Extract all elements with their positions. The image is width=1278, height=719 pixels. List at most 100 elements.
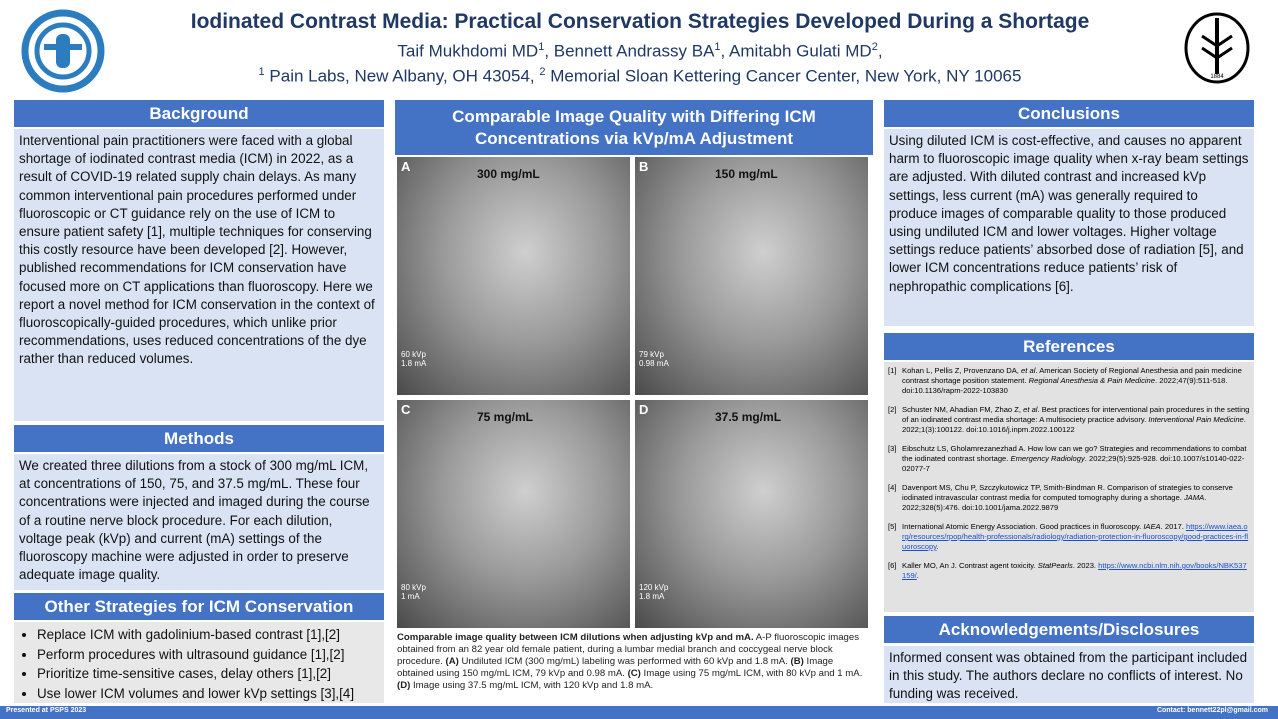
text-segment: et al: [1021, 366, 1036, 375]
bullet-list: Replace ICM with gadolinium-based contra…: [19, 625, 379, 703]
author-name: , Amitabh Gulati MD: [720, 41, 872, 61]
body-text: Informed consent was obtained from the p…: [884, 646, 1254, 703]
text-segment: . American Society of Regional Anesthesi…: [902, 366, 1242, 385]
heading: Conclusions: [884, 100, 1254, 127]
text-segment: et al: [1023, 405, 1038, 414]
text-segment: JAMA: [1183, 493, 1205, 502]
affiliation-text: Pain Labs, New Albany, OH 43054,: [264, 66, 540, 86]
text-segment: (A): [445, 656, 459, 667]
panel-concentration: 150 mg/mL: [715, 167, 778, 181]
body-text: Interventional pain practitioners were f…: [14, 129, 384, 421]
panel-concentration: 75 mg/mL: [477, 410, 534, 424]
reference-number: [2]: [888, 405, 897, 414]
affiliation-number: 1: [258, 66, 265, 78]
caption: Comparable image quality between ICM dil…: [397, 632, 871, 692]
text-segment: .: [916, 571, 919, 580]
reference-text: Schuster NM, Ahadian FM, Zhao Z, et al. …: [902, 405, 1250, 435]
panel-letter: D: [639, 402, 649, 417]
bullet-item: Perform procedures with ultrasound guida…: [37, 645, 379, 665]
text-segment: (B): [790, 656, 804, 667]
reference: [2] Schuster NM, Ahadian FM, Zhao Z, et a…: [888, 405, 1250, 435]
xray-image: B 150 mg/mL 79 kVp 0.98 mA: [635, 157, 868, 395]
title: Iodinated Contrast Media: Practical Cons…: [190, 10, 1090, 33]
panel-ma: 1.8 mA: [639, 592, 665, 601]
text-segment: (C): [627, 668, 641, 679]
text-segment: Undiluted ICM (300 mg/mL) labeling was p…: [458, 656, 791, 667]
panel-ma: 1.8 mA: [401, 359, 427, 368]
text-segment: . Best practices for interventional pain…: [902, 405, 1250, 424]
reference: [5] International Atomic Energy Associati…: [888, 522, 1250, 552]
logo-year: 1884: [1210, 74, 1224, 80]
text-segment: Image using 37.5 mg/mL ICM, with 120 kVp…: [410, 680, 654, 691]
text-segment: Image obtained using 150 mg/mL ICM, 79 k…: [397, 656, 834, 679]
panel-letter: C: [401, 402, 411, 417]
panel-kvp: 79 kVp: [639, 350, 664, 359]
text-segment: . 2022;29(5):925-928. doi:10.1007/s10140…: [902, 454, 1245, 473]
affiliation-number: 2: [539, 66, 546, 78]
bullet-box: Replace ICM with gadolinium-based contra…: [14, 622, 384, 703]
panel-ma: 0.98 mA: [639, 359, 669, 368]
text-segment: Schuster NM, Ahadian FM, Zhao Z,: [902, 405, 1024, 414]
heading: Other Strategies for ICM Conservation: [14, 593, 384, 620]
text-segment: IAEA: [1143, 522, 1161, 531]
footer: Presented at PSPS 2023 Contact: bennett2…: [0, 706, 1278, 719]
reference-number: [6]: [888, 561, 897, 570]
author-affiliation: 2: [871, 41, 878, 53]
text-segment: https://www.iaea.org/resources/rpop/heal…: [902, 522, 1249, 551]
text-segment: . 2017.: [1160, 522, 1186, 531]
logo-left: [21, 9, 105, 93]
xray-image: D 37.5 mg/mL 120 kVp 1.8 mA: [635, 400, 868, 628]
author-separator: ,: [877, 41, 883, 61]
reference-text: Davenport MS, Chu P, Szczykutowicz TP, S…: [902, 483, 1250, 513]
text-segment: Kaller MO, An J. Contrast agent toxicity…: [902, 561, 1038, 570]
text-segment: . 2022;47(9):511-518. doi:10.1136/rapm-2…: [902, 376, 1228, 395]
text-segment: . 2022;328(5):476. doi:10.1001/jama.2022…: [902, 493, 1207, 512]
text-segment: A-P fluoroscopic images obtained from an…: [397, 632, 860, 667]
heading: Acknowledgements/Disclosures: [884, 616, 1254, 643]
logo-right: 1884: [1184, 12, 1250, 84]
text-segment: Comparable image quality between ICM dil…: [397, 632, 754, 643]
text-segment: StatPearls: [1037, 561, 1073, 570]
panel-kvp: 80 kVp: [401, 583, 426, 592]
panel-kvp: 60 kVp: [401, 350, 426, 359]
affiliations: 1 Pain Labs, New Albany, OH 43054, 2 Mem…: [110, 66, 1170, 87]
reference-number: [1]: [888, 366, 897, 375]
reference-text: International Atomic Energy Association.…: [902, 522, 1250, 552]
heading: Methods: [14, 425, 384, 452]
reference: [6] Kaller MO, An J. Contrast agent toxic…: [888, 561, 1250, 581]
bullet-item: Prioritize time-sensitive cases, delay o…: [37, 664, 379, 684]
panel-concentration: 300 mg/mL: [477, 167, 540, 181]
reference-text: Eibschutz LS, Gholamrezanezhad A. How lo…: [902, 444, 1250, 474]
text-segment: Regional Anesthesia & Pain Medicine: [1028, 376, 1155, 385]
panel-ma: 1 mA: [401, 592, 420, 601]
reference-number: [5]: [888, 522, 897, 531]
text-segment: Davenport MS, Chu P, Szczykutowicz TP, S…: [902, 483, 1233, 502]
text-segment: Kohan L, Pellis Z, Provenzano DA,: [902, 366, 1022, 375]
affiliation-text: Memorial Sloan Kettering Cancer Center, …: [545, 66, 1022, 86]
author-name: Taif Mukhdomi MD: [397, 41, 539, 61]
text-segment: International Atomic Energy Association.…: [902, 522, 1144, 531]
bullet-item: Use lower ICM volumes and lower kVp sett…: [37, 684, 379, 704]
author-affiliation: 1: [714, 41, 721, 53]
text-segment: .: [936, 542, 939, 551]
panel-concentration: 37.5 mg/mL: [715, 410, 782, 424]
reference: [3] Eibschutz LS, Gholamrezanezhad A. How…: [888, 444, 1250, 474]
footer-left: Presented at PSPS 2023: [6, 707, 87, 714]
reference: [4] Davenport MS, Chu P, Szczykutowicz TP…: [888, 483, 1250, 513]
author-name: , Bennett Andrassy BA: [544, 41, 715, 61]
text-segment: . 2023.: [1072, 561, 1099, 570]
heading: Comparable Image Quality with Differing …: [395, 100, 873, 155]
reference-number: [4]: [888, 483, 897, 492]
body-text: Using diluted ICM is cost-effective, and…: [884, 129, 1254, 326]
authors: Taif Mukhdomi MD1, Bennett Andrassy BA1,…: [110, 41, 1170, 62]
reference-text: Kohan L, Pellis Z, Provenzano DA, et al.…: [902, 366, 1250, 396]
footer-right: Contact: bennett22pl@gmail.com: [1156, 707, 1268, 714]
reference-text: Kaller MO, An J. Contrast agent toxicity…: [902, 561, 1250, 581]
reference-list: [1] Kohan L, Pellis Z, Provenzano DA, et …: [884, 362, 1254, 612]
heading: References: [884, 333, 1254, 360]
reference: [1] Kohan L, Pellis Z, Provenzano DA, et …: [888, 366, 1250, 396]
text-segment: (D): [397, 680, 411, 691]
panel-letter: A: [401, 159, 411, 174]
reference-number: [3]: [888, 444, 897, 453]
